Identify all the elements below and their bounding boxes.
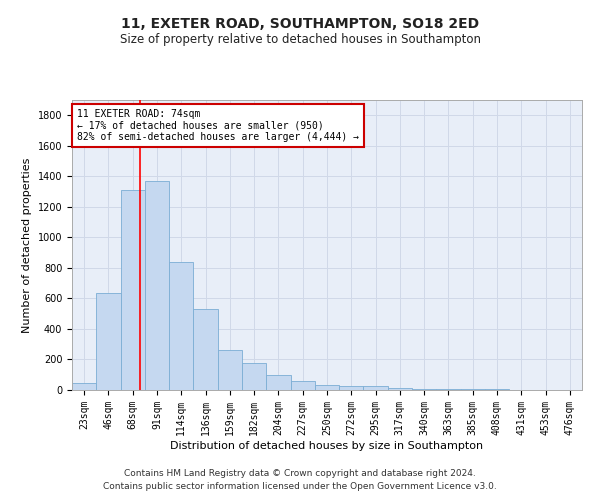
Text: Contains HM Land Registry data © Crown copyright and database right 2024.: Contains HM Land Registry data © Crown c… <box>124 468 476 477</box>
Bar <box>290 381 315 390</box>
Bar <box>169 262 193 390</box>
Text: Contains public sector information licensed under the Open Government Licence v3: Contains public sector information licen… <box>103 482 497 491</box>
Text: 11, EXETER ROAD, SOUTHAMPTON, SO18 2ED: 11, EXETER ROAD, SOUTHAMPTON, SO18 2ED <box>121 18 479 32</box>
Bar <box>218 350 242 390</box>
Text: 11 EXETER ROAD: 74sqm
← 17% of detached houses are smaller (950)
82% of semi-det: 11 EXETER ROAD: 74sqm ← 17% of detached … <box>77 108 359 142</box>
Bar <box>145 181 169 390</box>
Bar <box>388 388 412 390</box>
Bar <box>315 386 339 390</box>
Bar <box>436 389 461 390</box>
Bar <box>485 389 509 390</box>
Bar <box>193 309 218 390</box>
Bar <box>121 190 145 390</box>
Bar <box>96 293 121 390</box>
Bar <box>461 389 485 390</box>
Bar <box>242 362 266 390</box>
Text: Size of property relative to detached houses in Southampton: Size of property relative to detached ho… <box>119 32 481 46</box>
Bar <box>364 386 388 390</box>
Bar <box>72 383 96 390</box>
Bar <box>412 389 436 390</box>
Bar <box>339 386 364 390</box>
X-axis label: Distribution of detached houses by size in Southampton: Distribution of detached houses by size … <box>170 440 484 450</box>
Y-axis label: Number of detached properties: Number of detached properties <box>22 158 32 332</box>
Bar <box>266 374 290 390</box>
